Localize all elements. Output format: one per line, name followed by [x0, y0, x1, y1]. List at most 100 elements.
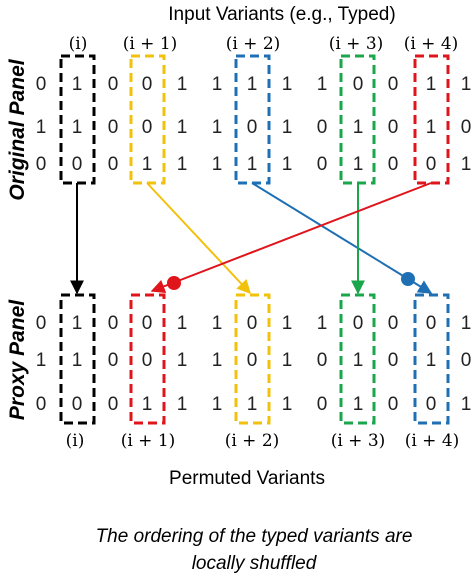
proxy-matrix-cell: 0	[142, 313, 153, 334]
proxy-matrix-cell: 1	[247, 394, 258, 415]
proxy-matrix-cell: 0	[142, 350, 153, 371]
proxy-matrix-cell: 0	[388, 313, 399, 334]
original-matrix-cell: 1	[426, 74, 437, 95]
original-matrix-cell: 0	[388, 74, 399, 95]
proxy-matrix-cell: 1	[72, 313, 83, 334]
original-matrix-cell: 0	[388, 154, 399, 175]
arrow-i4-to-i1	[150, 182, 432, 293]
original-matrix-cell: 1	[282, 74, 293, 95]
original-matrix-cell: 0	[108, 154, 119, 175]
proxy-matrix-cell: 0	[36, 313, 47, 334]
proxy-matrix-cell: 1	[282, 313, 293, 334]
proxy-matrix-cell: 0	[108, 350, 119, 371]
proxy-matrix-cell: 1	[353, 350, 364, 371]
top-index-i1: (i + 1)	[123, 34, 178, 54]
original-panel-label: Original Panel	[6, 58, 29, 200]
original-matrix-cell: 1	[72, 117, 83, 138]
proxy-matrix-cell: 1	[177, 313, 188, 334]
proxy-matrix-cell: 1	[282, 394, 293, 415]
original-matrix-cell: 0	[108, 74, 119, 95]
proxy-matrix-cell: 1	[461, 394, 472, 415]
arrow-i1-to-i2	[146, 182, 251, 295]
original-matrix-cell: 1	[177, 74, 188, 95]
blue-crossing-dot	[401, 272, 415, 286]
permuted-variants-label: Permuted Variants	[169, 468, 325, 489]
proxy-matrix-cell: 1	[212, 350, 223, 371]
proxy-panel-label: Proxy Panel	[6, 299, 29, 420]
proxy-box-i	[59, 293, 96, 425]
proxy-matrix-cell: 0	[36, 394, 47, 415]
original-matrix-cell: 0	[142, 117, 153, 138]
proxy-matrix-cell: 0	[108, 313, 119, 334]
original-matrix-cell: 1	[247, 74, 258, 95]
original-matrix-cell: 0	[388, 117, 399, 138]
red-crossing-dot	[167, 276, 181, 290]
original-matrix-cell: 1	[177, 117, 188, 138]
original-matrix-cell: 1	[212, 74, 223, 95]
proxy-box-i4	[413, 293, 450, 425]
original-matrix-cell: 0	[317, 154, 328, 175]
top-index-i4: (i + 4)	[404, 34, 459, 54]
original-matrix-cell: 0	[247, 117, 258, 138]
original-matrix-cell: 0	[142, 74, 153, 95]
original-box-i4	[413, 54, 450, 185]
proxy-matrix-cell: 0	[247, 350, 258, 371]
proxy-matrix-cell: 0	[247, 313, 258, 334]
original-matrix-cell: 1	[72, 74, 83, 95]
original-matrix-cell: 0	[353, 74, 364, 95]
proxy-matrix-cell: 1	[142, 394, 153, 415]
proxy-box-i2	[234, 293, 271, 425]
proxy-matrix-cell: 0	[388, 394, 399, 415]
proxy-matrix-cell: 1	[36, 350, 47, 371]
top-index-i: (i)	[69, 34, 88, 54]
proxy-matrix-cell: 1	[212, 394, 223, 415]
original-matrix-cell: 0	[72, 154, 83, 175]
proxy-matrix-cell: 1	[177, 394, 188, 415]
caption-line-1: The ordering of the typed variants are	[96, 526, 413, 547]
original-matrix-cell: 1	[461, 154, 472, 175]
original-matrix-cell: 0	[36, 154, 47, 175]
bottom-index-i2: (i + 2)	[225, 431, 280, 451]
proxy-matrix-cell: 1	[461, 313, 472, 334]
proxy-matrix-cell: 0	[461, 350, 472, 371]
proxy-box-i1	[129, 293, 166, 425]
bottom-index-i: (i)	[66, 431, 85, 451]
proxy-matrix-cell: 0	[353, 313, 364, 334]
proxy-matrix: 0 1 0 0 1 1 0 1 1 0 0 0 1 1 1 0 0 1 1 0 1 0 1 0 1 0 0 0 0 1 1 1 1 1 0 1 0 0 1	[36, 313, 472, 415]
proxy-matrix-cell: 0	[317, 394, 328, 415]
proxy-matrix-cell: 1	[426, 350, 437, 371]
proxy-box-i3	[339, 293, 376, 425]
diagram-title: Input Variants (e.g., Typed)	[168, 4, 395, 25]
proxy-matrix-cell: 0	[388, 350, 399, 371]
proxy-matrix-cell: 1	[317, 313, 328, 334]
proxy-matrix-cell: 1	[353, 394, 364, 415]
proxy-matrix-cell: 0	[426, 313, 437, 334]
original-matrix-cell: 1	[247, 154, 258, 175]
original-matrix-cell: 0	[317, 117, 328, 138]
original-matrix-cell: 1	[282, 154, 293, 175]
proxy-matrix-cell: 0	[426, 394, 437, 415]
original-matrix-cell: 0	[461, 117, 472, 138]
original-matrix-cell: 1	[317, 74, 328, 95]
original-matrix-cell: 0	[426, 154, 437, 175]
bottom-index-i3: (i + 3)	[331, 431, 386, 451]
original-matrix-cell: 1	[461, 74, 472, 95]
original-matrix-cell: 1	[353, 154, 364, 175]
original-matrix: 0 1 0 0 1 1 1 1 1 0 0 1 1 1 1 0 0 1 1 0 1 0 1 0 1 0 0 0 0 1 1 1 1 1 0 1 0 0 1	[36, 74, 472, 175]
original-matrix-cell: 0	[36, 74, 47, 95]
original-matrix-cell: 1	[177, 154, 188, 175]
top-index-i3: (i + 3)	[329, 34, 384, 54]
original-matrix-cell: 1	[426, 117, 437, 138]
original-matrix-cell: 1	[212, 117, 223, 138]
proxy-matrix-cell: 1	[212, 313, 223, 334]
top-index-i2: (i + 2)	[226, 34, 281, 54]
bottom-index-i4: (i + 4)	[405, 431, 460, 451]
original-matrix-cell: 1	[142, 154, 153, 175]
proxy-matrix-cell: 0	[108, 394, 119, 415]
proxy-matrix-cell: 1	[177, 350, 188, 371]
proxy-matrix-cell: 1	[282, 350, 293, 371]
caption-line-2: locally shuffled	[192, 553, 318, 574]
original-matrix-cell: 1	[353, 117, 364, 138]
arrow-i2-to-i4	[251, 182, 433, 294]
